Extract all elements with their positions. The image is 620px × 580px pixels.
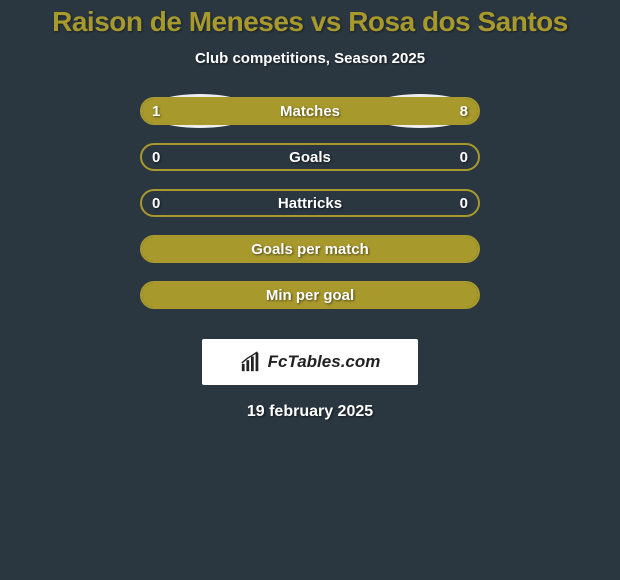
stat-value-left: 1	[152, 103, 160, 120]
stat-value-right: 8	[460, 103, 468, 120]
logo-text: FcTables.com	[268, 352, 381, 372]
stat-row: Goals0 0	[140, 143, 480, 171]
page-title: Raison de Meneses vs Rosa dos Santos	[52, 6, 568, 38]
date-label: 19 february 2025	[247, 403, 373, 421]
stat-label: Goals	[142, 149, 478, 166]
stat-row: Min per goal	[140, 281, 480, 309]
stat-label: Hattricks	[142, 195, 478, 212]
stat-bar-track: Hattricks0 0	[140, 189, 480, 217]
stat-value-left: 0	[152, 149, 160, 166]
stat-row: Goals per match	[140, 235, 480, 263]
stat-row: Matches1 8	[140, 97, 480, 125]
page-subtitle: Club competitions, Season 2025	[195, 50, 425, 67]
stat-bar-track: Goals per match	[140, 235, 480, 263]
stat-value-right: 0	[460, 149, 468, 166]
stat-row: Hattricks0 0	[140, 189, 480, 217]
stat-bar-track: Min per goal	[140, 281, 480, 309]
stat-value-right: 0	[460, 195, 468, 212]
stat-value-left: 0	[152, 195, 160, 212]
chart-icon	[240, 351, 262, 373]
stat-label: Min per goal	[142, 287, 478, 304]
stat-label: Matches	[142, 103, 478, 120]
stat-bar-track: Goals0 0	[140, 143, 480, 171]
stat-label: Goals per match	[142, 241, 478, 258]
logo-watermark: FcTables.com	[202, 339, 418, 385]
stat-bar-track: Matches1 8	[140, 97, 480, 125]
